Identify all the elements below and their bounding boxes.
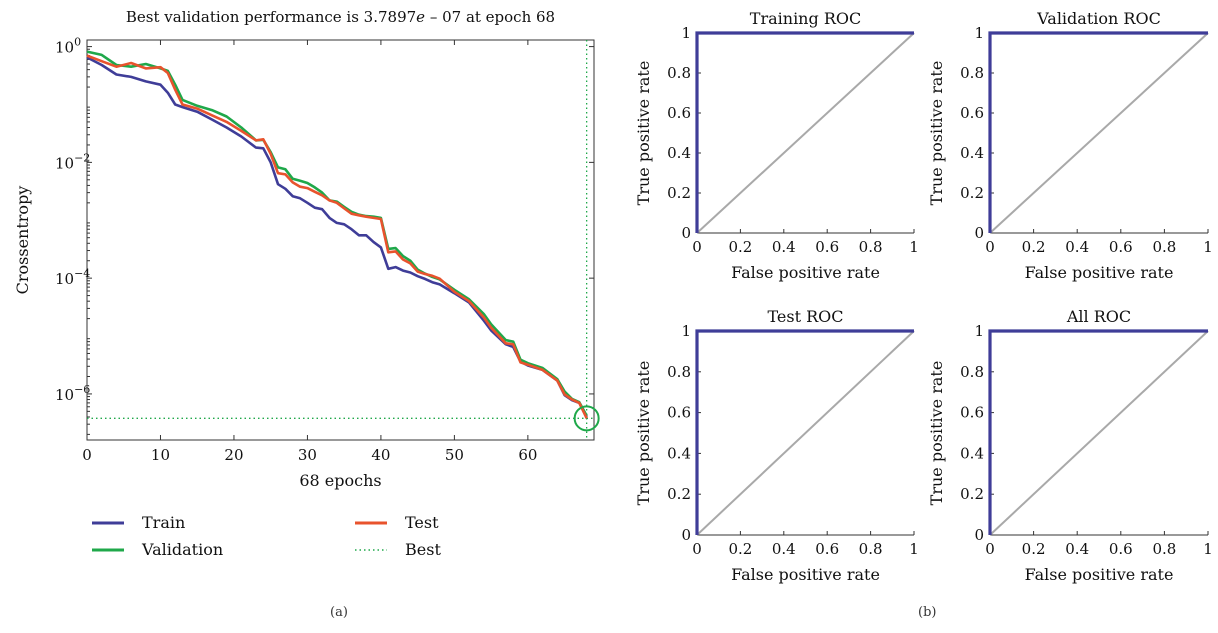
all-roc-y-tick-label: 0.4 <box>960 444 984 462</box>
all-roc-y-tick-label: 0.8 <box>960 363 984 381</box>
validation-roc-y-tick-label: 1 <box>974 24 984 42</box>
perf-x-tick-label: 40 <box>371 446 390 464</box>
test-roc-y-tick-label: 0.6 <box>667 404 691 422</box>
validation-roc-title: Validation ROC <box>1036 9 1161 28</box>
test-roc-x-tick-label: 0 <box>692 540 702 558</box>
test-roc-y-tick-label: 0.2 <box>667 485 691 503</box>
test-roc-x-tick-label: 0.6 <box>815 540 839 558</box>
training-roc-y-axis-label: True positive rate <box>634 61 653 206</box>
test-roc-y-tick-label: 1 <box>681 322 691 340</box>
validation-roc-y-tick-label: 0.8 <box>960 64 984 82</box>
all-roc-y-tick-label: 0.6 <box>960 404 984 422</box>
training-roc-x-tick-label: 0.8 <box>859 238 883 256</box>
perf-plot-frame <box>86 39 595 441</box>
all-roc-x-tick-label: 0 <box>985 540 995 558</box>
training-roc-x-tick-label: 0 <box>692 238 702 256</box>
validation-roc-x-axis-label: False positive rate <box>1025 263 1174 282</box>
training-roc-diagonal-line <box>696 32 915 234</box>
all-roc-x-tick-label: 0.2 <box>1022 540 1046 558</box>
training-roc-x-tick-label: 0.6 <box>815 238 839 256</box>
test-roc-y-tick-label: 0.8 <box>667 363 691 381</box>
training-roc-x-axis-label: False positive rate <box>731 263 880 282</box>
validation-roc-x-tick-label: 0.6 <box>1109 238 1133 256</box>
perf-y-tick-label: 10−2 <box>55 151 90 172</box>
test-roc-roc-curve <box>695 329 914 535</box>
validation-roc-x-tick-label: 0.8 <box>1152 238 1176 256</box>
validation-roc-x-tick-label: 1 <box>1203 238 1213 256</box>
legend-label-validation: Validation <box>141 540 223 559</box>
test-roc-y-tick-label: 0.4 <box>667 444 691 462</box>
all-roc-y-tick-label: 0 <box>974 526 984 544</box>
all-roc-roc-curve <box>988 329 1208 535</box>
validation-roc-roc-curve <box>988 31 1208 233</box>
panel-label-b: (b) <box>918 605 937 620</box>
validation-roc-y-tick-label: 0.4 <box>960 144 984 162</box>
validation-roc-y-tick-label: 0.2 <box>960 184 984 202</box>
validation-roc-x-tick-label: 0.4 <box>1065 238 1089 256</box>
test-roc-x-tick-label: 1 <box>909 540 919 558</box>
test-roc-x-tick-label: 0.4 <box>772 540 796 558</box>
all-roc-diagonal-line <box>989 330 1209 536</box>
training-roc-y-tick-label: 0 <box>681 224 691 242</box>
perf-title: Best validation performance is 3.7897e –… <box>126 8 555 26</box>
training-roc-y-tick-label: 0.6 <box>667 104 691 122</box>
all-roc-x-axis-label: False positive rate <box>1025 565 1174 584</box>
test-roc-title: Test ROC <box>767 307 843 326</box>
test-roc-y-axis-label: True positive rate <box>634 361 653 506</box>
validation-roc-y-tick-label: 0.6 <box>960 104 984 122</box>
legend-label-best: Best <box>405 540 441 559</box>
validation-roc-x-tick-label: 0 <box>985 238 995 256</box>
perf-x-tick-label: 20 <box>224 446 243 464</box>
training-roc-title: Training ROC <box>750 9 861 28</box>
validation-roc-y-tick-label: 0 <box>974 224 984 242</box>
perf-x-tick-label: 0 <box>82 446 92 464</box>
perf-x-tick-label: 50 <box>445 446 464 464</box>
test-roc-y-tick-label: 0 <box>681 526 691 544</box>
training-roc-y-tick-label: 1 <box>681 24 691 42</box>
validation-roc-y-axis-label: True positive rate <box>927 61 946 206</box>
training-roc-roc-curve <box>695 31 914 233</box>
perf-x-tick-label: 10 <box>151 446 170 464</box>
test-roc-x-axis-label: False positive rate <box>731 565 880 584</box>
training-roc-x-tick-label: 0.2 <box>728 238 752 256</box>
training-roc-y-tick-label: 0.2 <box>667 184 691 202</box>
series-line-validation <box>86 50 588 417</box>
series-line-train <box>86 56 588 418</box>
all-roc-title: All ROC <box>1066 307 1131 326</box>
legend-label-test: Test <box>405 513 439 532</box>
all-roc-x-tick-label: 0.6 <box>1109 540 1133 558</box>
test-roc-diagonal-line <box>696 330 915 536</box>
perf-x-tick-label: 60 <box>518 446 537 464</box>
training-roc-x-tick-label: 1 <box>909 238 919 256</box>
best-point-circle <box>573 405 600 432</box>
perf-x-axis-label: 68 epochs <box>299 471 381 490</box>
all-roc-y-axis-label: True positive rate <box>927 361 946 506</box>
panel-label-a: (a) <box>330 605 348 620</box>
all-roc-x-tick-label: 0.8 <box>1152 540 1176 558</box>
perf-y-tick-label: 10−6 <box>55 383 90 404</box>
perf-y-axis-label: Crossentropy <box>13 186 32 295</box>
validation-roc-x-tick-label: 0.2 <box>1022 238 1046 256</box>
all-roc-x-tick-label: 1 <box>1203 540 1213 558</box>
training-roc-y-tick-label: 0.4 <box>667 144 691 162</box>
legend-label-train: Train <box>142 513 185 532</box>
all-roc-y-tick-label: 1 <box>974 322 984 340</box>
perf-x-tick-label: 30 <box>298 446 317 464</box>
training-roc-x-tick-label: 0.4 <box>772 238 796 256</box>
test-roc-x-tick-label: 0.2 <box>728 540 752 558</box>
all-roc-x-tick-label: 0.4 <box>1065 540 1089 558</box>
training-roc-y-tick-label: 0.8 <box>667 64 691 82</box>
series-line-test <box>86 54 588 419</box>
validation-roc-diagonal-line <box>989 32 1209 234</box>
all-roc-y-tick-label: 0.2 <box>960 485 984 503</box>
perf-y-tick-label: 100 <box>55 36 81 57</box>
perf-y-tick-label: 10−4 <box>55 267 90 288</box>
test-roc-x-tick-label: 0.8 <box>859 540 883 558</box>
